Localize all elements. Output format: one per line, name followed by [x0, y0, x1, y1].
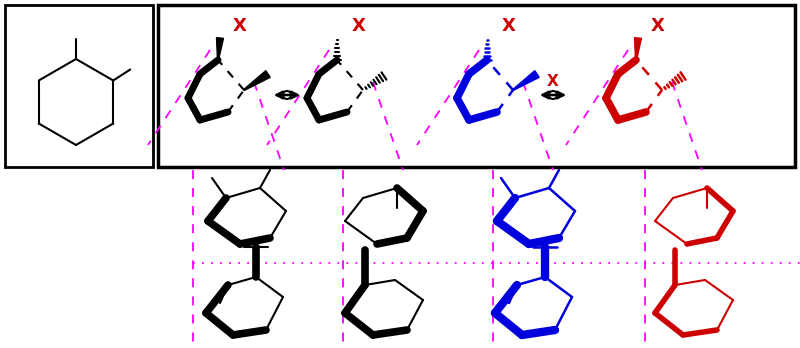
Polygon shape — [634, 38, 642, 60]
FancyBboxPatch shape — [5, 5, 153, 167]
Polygon shape — [217, 38, 223, 60]
Text: X: X — [502, 17, 516, 35]
FancyBboxPatch shape — [158, 5, 795, 167]
Text: X: X — [547, 73, 559, 88]
Text: X: X — [651, 17, 665, 35]
Text: X: X — [233, 17, 247, 35]
Polygon shape — [513, 71, 539, 90]
Polygon shape — [244, 71, 270, 90]
Text: X: X — [352, 17, 366, 35]
